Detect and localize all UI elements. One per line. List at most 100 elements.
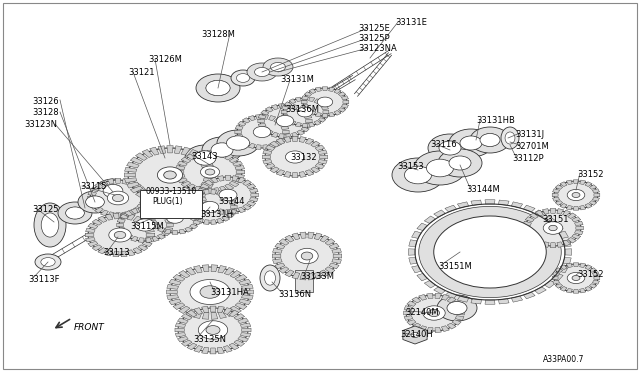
Polygon shape <box>427 327 433 333</box>
Ellipse shape <box>190 279 230 305</box>
Polygon shape <box>568 237 577 243</box>
Polygon shape <box>279 267 289 273</box>
Polygon shape <box>275 263 285 269</box>
Polygon shape <box>425 179 429 182</box>
Polygon shape <box>499 200 509 205</box>
Polygon shape <box>132 208 141 213</box>
Polygon shape <box>90 196 93 198</box>
Polygon shape <box>105 186 108 188</box>
Polygon shape <box>117 227 125 231</box>
Polygon shape <box>90 206 93 208</box>
Polygon shape <box>332 248 342 253</box>
Polygon shape <box>424 216 436 224</box>
Polygon shape <box>427 294 433 299</box>
Polygon shape <box>304 124 312 128</box>
Polygon shape <box>278 134 284 138</box>
Text: 33115: 33115 <box>80 182 106 191</box>
Polygon shape <box>284 102 292 106</box>
Polygon shape <box>250 198 258 202</box>
Polygon shape <box>98 216 107 222</box>
Polygon shape <box>241 333 251 337</box>
Polygon shape <box>408 249 415 255</box>
Polygon shape <box>187 310 197 317</box>
Polygon shape <box>314 272 322 279</box>
Polygon shape <box>177 337 188 342</box>
Polygon shape <box>164 229 171 234</box>
Polygon shape <box>497 137 499 138</box>
Text: 33131M: 33131M <box>280 75 314 84</box>
Ellipse shape <box>404 166 431 184</box>
Polygon shape <box>426 167 429 169</box>
Ellipse shape <box>114 231 125 238</box>
Polygon shape <box>585 203 592 208</box>
Polygon shape <box>284 118 292 122</box>
Polygon shape <box>145 228 154 232</box>
Polygon shape <box>456 156 460 158</box>
Polygon shape <box>447 323 456 329</box>
Polygon shape <box>523 226 530 230</box>
Polygon shape <box>266 69 269 71</box>
Polygon shape <box>442 294 449 300</box>
Polygon shape <box>120 231 128 236</box>
Polygon shape <box>216 94 220 96</box>
Polygon shape <box>452 167 456 169</box>
Polygon shape <box>263 160 272 164</box>
Polygon shape <box>137 187 146 192</box>
Polygon shape <box>205 180 213 186</box>
Polygon shape <box>66 214 68 216</box>
Polygon shape <box>466 148 468 150</box>
Polygon shape <box>169 279 181 285</box>
Polygon shape <box>269 115 276 121</box>
Polygon shape <box>97 196 100 198</box>
Ellipse shape <box>217 130 259 156</box>
Polygon shape <box>211 190 216 194</box>
Polygon shape <box>142 241 152 247</box>
Polygon shape <box>447 172 451 174</box>
Polygon shape <box>281 134 289 138</box>
Polygon shape <box>198 193 205 197</box>
Polygon shape <box>425 169 429 171</box>
Polygon shape <box>552 272 559 276</box>
Polygon shape <box>255 73 257 75</box>
Polygon shape <box>281 125 289 129</box>
Polygon shape <box>214 154 218 156</box>
Polygon shape <box>271 64 273 66</box>
Polygon shape <box>204 220 209 224</box>
Polygon shape <box>265 130 273 135</box>
Polygon shape <box>115 196 118 198</box>
Polygon shape <box>452 153 456 155</box>
Polygon shape <box>179 229 186 234</box>
Polygon shape <box>218 209 224 214</box>
Polygon shape <box>222 216 230 221</box>
Ellipse shape <box>109 228 131 242</box>
Polygon shape <box>81 210 84 212</box>
Polygon shape <box>211 207 218 213</box>
Polygon shape <box>235 275 247 281</box>
Polygon shape <box>311 167 320 173</box>
Polygon shape <box>464 157 468 159</box>
Polygon shape <box>141 196 148 200</box>
Polygon shape <box>552 193 558 197</box>
Polygon shape <box>329 243 339 249</box>
Ellipse shape <box>231 70 255 86</box>
Polygon shape <box>230 147 234 149</box>
Ellipse shape <box>554 181 598 209</box>
Polygon shape <box>152 208 159 214</box>
Polygon shape <box>301 100 307 104</box>
Polygon shape <box>198 198 207 202</box>
Polygon shape <box>164 227 173 231</box>
Polygon shape <box>447 307 449 309</box>
Polygon shape <box>105 194 108 196</box>
Polygon shape <box>185 204 193 209</box>
Polygon shape <box>166 290 177 294</box>
Polygon shape <box>466 136 468 138</box>
Polygon shape <box>594 276 600 280</box>
Polygon shape <box>480 139 483 141</box>
Polygon shape <box>410 167 414 170</box>
Polygon shape <box>211 265 218 272</box>
Polygon shape <box>105 250 113 256</box>
Polygon shape <box>175 174 185 179</box>
Ellipse shape <box>206 326 220 334</box>
Polygon shape <box>263 150 272 154</box>
Polygon shape <box>305 138 314 144</box>
